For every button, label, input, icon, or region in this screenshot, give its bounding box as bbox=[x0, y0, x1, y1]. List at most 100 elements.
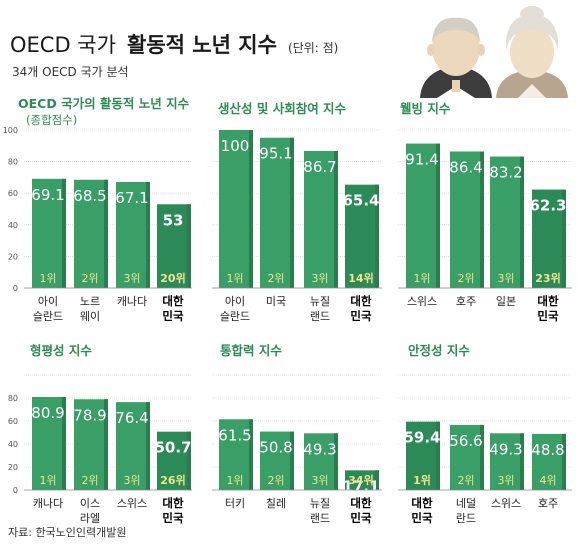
category-label: 호주 bbox=[538, 497, 558, 510]
subtitle: 34개 OECD 국가 분석 bbox=[12, 65, 129, 79]
category-label: 스위스 bbox=[491, 497, 521, 510]
category-label: 란드 bbox=[456, 512, 476, 525]
bar-shade bbox=[520, 156, 524, 288]
rank-label: 1위 bbox=[226, 474, 243, 487]
category-label: 스위스 bbox=[117, 497, 147, 510]
value-label: 83.2 bbox=[489, 164, 522, 182]
y-tick-label: 60 bbox=[8, 417, 18, 426]
category-label: 대한 bbox=[350, 496, 372, 510]
bar bbox=[450, 424, 484, 490]
rank-label: 2위 bbox=[457, 272, 474, 285]
bar-shade bbox=[62, 396, 66, 490]
bar-shade bbox=[375, 470, 379, 490]
category-label: 웨이 bbox=[80, 310, 100, 323]
bar bbox=[157, 204, 191, 288]
bar bbox=[32, 178, 66, 288]
rank-label: 3위 bbox=[123, 474, 140, 487]
rank-label: 3위 bbox=[311, 272, 328, 285]
panel-subtitle: (종합점수) bbox=[26, 113, 77, 127]
unit-label: (단위: 점) bbox=[288, 41, 338, 55]
title-prefix: OECD 국가 bbox=[10, 33, 116, 57]
category-label: 민국 bbox=[162, 511, 184, 525]
bar-shade bbox=[249, 130, 253, 288]
rank-label: 26위 bbox=[160, 474, 185, 487]
bar-shade bbox=[290, 137, 294, 288]
bar-shade bbox=[290, 431, 294, 490]
bar bbox=[406, 421, 440, 490]
category-label: 랜드 bbox=[310, 310, 330, 323]
bar-shade bbox=[480, 424, 484, 490]
source-note: 자료: 한국노인인력개발원 bbox=[8, 526, 127, 539]
bar-shade bbox=[104, 399, 108, 490]
bar bbox=[450, 151, 484, 288]
category-label: 민국 bbox=[350, 309, 372, 323]
y-tick-label: 20 bbox=[8, 252, 18, 261]
category-label: 대한 bbox=[411, 496, 433, 510]
value-label: 61.5 bbox=[218, 426, 251, 444]
panel-title: 통합력 지수 bbox=[220, 343, 282, 358]
category-label: 일본 bbox=[496, 294, 516, 308]
bar bbox=[532, 189, 566, 288]
rank-label: 2위 bbox=[267, 474, 284, 487]
value-label: 49.3 bbox=[489, 440, 522, 458]
y-tick-label: 80 bbox=[8, 158, 18, 167]
bar-shade bbox=[146, 181, 150, 288]
category-label: 네덜 bbox=[456, 497, 476, 510]
y-tick-label: 0 bbox=[13, 284, 18, 293]
bar-shade bbox=[249, 419, 253, 490]
value-label: 67.1 bbox=[115, 189, 148, 207]
bar bbox=[116, 181, 150, 288]
panel-title: OECD 국가의 활동적 노년 지수 bbox=[18, 96, 190, 111]
bar bbox=[260, 431, 294, 490]
bar bbox=[304, 151, 338, 288]
rank-label: 2위 bbox=[81, 474, 98, 487]
bar bbox=[219, 419, 253, 490]
category-label: 민국 bbox=[537, 309, 559, 323]
panel-title: 형평성 지수 bbox=[30, 343, 92, 358]
rank-label: 3위 bbox=[497, 474, 514, 487]
category-label: 대한 bbox=[537, 294, 559, 308]
category-label: 민국 bbox=[350, 511, 372, 525]
rank-label: 14위 bbox=[348, 272, 373, 285]
value-label: 78.9 bbox=[73, 406, 106, 424]
category-label: 아이 bbox=[225, 295, 245, 308]
rank-label: 1위 bbox=[226, 272, 243, 285]
bar-shade bbox=[562, 433, 566, 490]
rank-label: 3위 bbox=[311, 474, 328, 487]
category-label: 캐나다 bbox=[117, 295, 147, 308]
value-label: 48.8 bbox=[531, 441, 564, 459]
bar-shade bbox=[436, 421, 440, 490]
rank-label: 4위 bbox=[539, 474, 556, 487]
category-label: 대한 bbox=[350, 294, 372, 308]
category-label: 슬란드 bbox=[33, 310, 63, 323]
category-label: 스위스 bbox=[407, 295, 437, 308]
rank-label: 1위 bbox=[413, 272, 430, 285]
value-label: 86.4 bbox=[449, 158, 482, 176]
panel-title: 안정성 지수 bbox=[408, 343, 470, 358]
y-tick-label: 40 bbox=[8, 440, 18, 449]
rank-label: 2위 bbox=[267, 272, 284, 285]
category-label: 미국 bbox=[266, 295, 286, 308]
bar bbox=[260, 137, 294, 288]
value-label: 91.4 bbox=[405, 151, 438, 169]
category-label: 뉴질 bbox=[310, 295, 330, 308]
value-label: 76.4 bbox=[115, 409, 148, 427]
bar-shade bbox=[562, 189, 566, 288]
bar-shade bbox=[187, 204, 191, 288]
rank-label: 1위 bbox=[39, 474, 56, 487]
rank-label: 3위 bbox=[497, 272, 514, 285]
value-label: 49.3 bbox=[303, 440, 336, 458]
value-label: 59.4 bbox=[403, 429, 440, 447]
bar bbox=[304, 433, 338, 490]
bar-shade bbox=[146, 402, 150, 490]
bar bbox=[345, 184, 379, 288]
panel-title: 생산성 및 사회참여 지수 bbox=[218, 101, 347, 116]
category-label: 대한 bbox=[162, 294, 184, 308]
category-label: 노르 bbox=[80, 295, 100, 308]
bar-shade bbox=[104, 179, 108, 288]
value-label: 53 bbox=[163, 211, 184, 229]
